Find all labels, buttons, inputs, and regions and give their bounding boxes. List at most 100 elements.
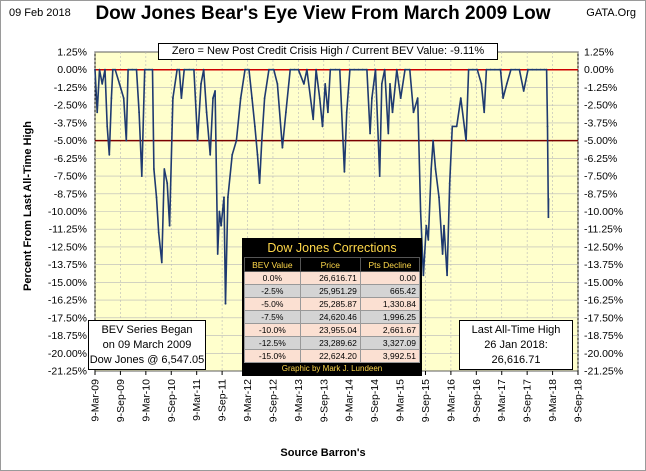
bev-data-point <box>446 274 448 277</box>
x-tick-label: 9-Mar-18 <box>547 379 559 422</box>
bev-data-point <box>395 68 398 71</box>
y-tick-label-right: -8.75% <box>584 188 617 200</box>
table-row: 0.0% 26,616.71 0.00 <box>244 271 421 285</box>
bev-data-point <box>380 83 383 85</box>
bev-data-point <box>205 111 208 114</box>
bev-data-point <box>383 68 386 71</box>
bev-data-point <box>419 210 422 213</box>
bev-data-point <box>441 253 444 255</box>
y-tick-label-left: -2.50% <box>54 100 87 112</box>
bev-data-point <box>547 198 550 200</box>
bev-data-point <box>494 68 496 71</box>
y-tick-label-right: -6.25% <box>584 153 617 165</box>
bev-data-point <box>110 97 113 99</box>
y-tick-label-right: -1.25% <box>584 82 617 94</box>
bev-data-point <box>231 153 234 156</box>
y-tick-label-right: -18.75% <box>584 330 623 342</box>
cell-price: 23,955.04 <box>299 323 361 337</box>
bev-data-point <box>163 168 166 170</box>
bev-data-point <box>438 196 440 199</box>
cell-bev: -7.5% <box>244 310 301 324</box>
cell-price: 26,616.71 <box>299 271 361 285</box>
y-tick-label-left: -8.75% <box>54 188 87 200</box>
bev-data-point <box>183 68 186 71</box>
y-tick-label-right: -11.25% <box>584 224 622 236</box>
chart-title: Dow Jones Bear's Eye View From March 200… <box>95 3 551 24</box>
x-tick-label: 9-Sep-09 <box>115 379 127 422</box>
x-tick-label: 9-Mar-12 <box>242 379 254 422</box>
last-high-line3: 26,616.71 <box>491 354 541 366</box>
bev-data-point <box>214 90 217 92</box>
series-start-line2: on 09 March 2009 <box>102 339 192 351</box>
y-tick-label-left: 1.25% <box>57 47 87 59</box>
y-tick-label-right: -3.75% <box>584 117 617 129</box>
bev-data-point <box>251 97 253 99</box>
bev-data-point <box>196 139 199 142</box>
bev-data-point <box>510 68 512 71</box>
bev-data-point <box>489 68 492 71</box>
y-tick-label-right: -16.25% <box>584 295 623 307</box>
y-tick-label-right: 0.00% <box>584 64 614 76</box>
bev-data-point <box>239 97 242 99</box>
bev-data-point <box>202 68 205 71</box>
bev-data-point <box>357 68 360 71</box>
cell-price: 25,951.29 <box>299 284 361 298</box>
bev-data-point <box>321 125 324 128</box>
bev-data-point <box>148 68 150 71</box>
bev-data-point <box>256 153 259 156</box>
bev-data-point <box>472 68 474 71</box>
y-tick-label-right: -21.25% <box>584 366 623 378</box>
bev-data-point <box>539 68 542 71</box>
bev-data-point <box>361 68 364 71</box>
y-tick-label-left: -10.00% <box>48 206 87 218</box>
bev-data-point <box>451 125 454 128</box>
bev-data-point <box>153 168 155 170</box>
x-tick-label: 9-Mar-16 <box>445 379 457 422</box>
y-tick-label-left: -3.75% <box>54 117 87 129</box>
bev-data-point <box>268 68 270 71</box>
x-tick-label: 9-Mar-15 <box>395 379 407 422</box>
y-tick-label-left: -11.25% <box>49 224 87 236</box>
bev-data-point <box>254 125 256 128</box>
corrections-table: Dow Jones Corrections BEV Value Price Pt… <box>242 238 422 376</box>
y-tick-label-right: -7.50% <box>584 171 617 183</box>
bev-data-point <box>272 68 275 71</box>
bev-data-point <box>432 139 434 142</box>
bev-data-point <box>293 68 296 71</box>
bev-data-point <box>412 111 415 114</box>
x-tick-label: 9-Sep-15 <box>420 379 432 422</box>
bev-data-point <box>522 90 525 92</box>
bev-data-point <box>343 170 346 173</box>
bev-data-point <box>448 182 451 185</box>
bev-data-point <box>285 111 287 114</box>
bev-data-point <box>131 68 134 71</box>
y-tick-label-left: -13.75% <box>48 259 87 271</box>
bev-data-point <box>427 239 430 241</box>
bev-data-point <box>281 146 284 149</box>
bev-data-point <box>303 83 305 85</box>
y-tick-label-right: 1.25% <box>584 47 614 59</box>
x-tick-label: 9-Mar-17 <box>496 379 508 422</box>
x-tick-label: 9-Mar-10 <box>140 379 152 422</box>
y-tick-label-left: -17.50% <box>48 312 87 324</box>
col-header-decline: Pts Decline <box>359 257 421 272</box>
bev-data-point <box>391 111 394 114</box>
bev-data-point <box>518 68 521 71</box>
bev-data-point <box>96 111 99 114</box>
bev-data-point <box>408 68 411 71</box>
x-axis-label: Source Barron's <box>280 447 366 459</box>
y-tick-label-left: -7.50% <box>54 171 87 183</box>
x-tick-label: 9-Mar-14 <box>344 379 356 422</box>
bev-data-point <box>434 168 437 170</box>
table-row: -2.5% 25,951.29 665.42 <box>244 284 421 298</box>
y-tick-label-left: -20.00% <box>48 348 87 360</box>
table-row: -15.0% 22,624.20 3,992.51 <box>244 349 421 363</box>
bev-data-point <box>324 83 327 85</box>
bev-data-point <box>345 111 348 114</box>
series-start-line3: Dow Jones @ 6,547.05 <box>89 354 205 366</box>
bev-data-point <box>244 68 246 71</box>
bev-data-point <box>289 68 292 71</box>
cell-bev: -2.5% <box>244 284 301 298</box>
cell-bev: -10.0% <box>244 323 301 337</box>
bev-data-point <box>535 68 538 71</box>
